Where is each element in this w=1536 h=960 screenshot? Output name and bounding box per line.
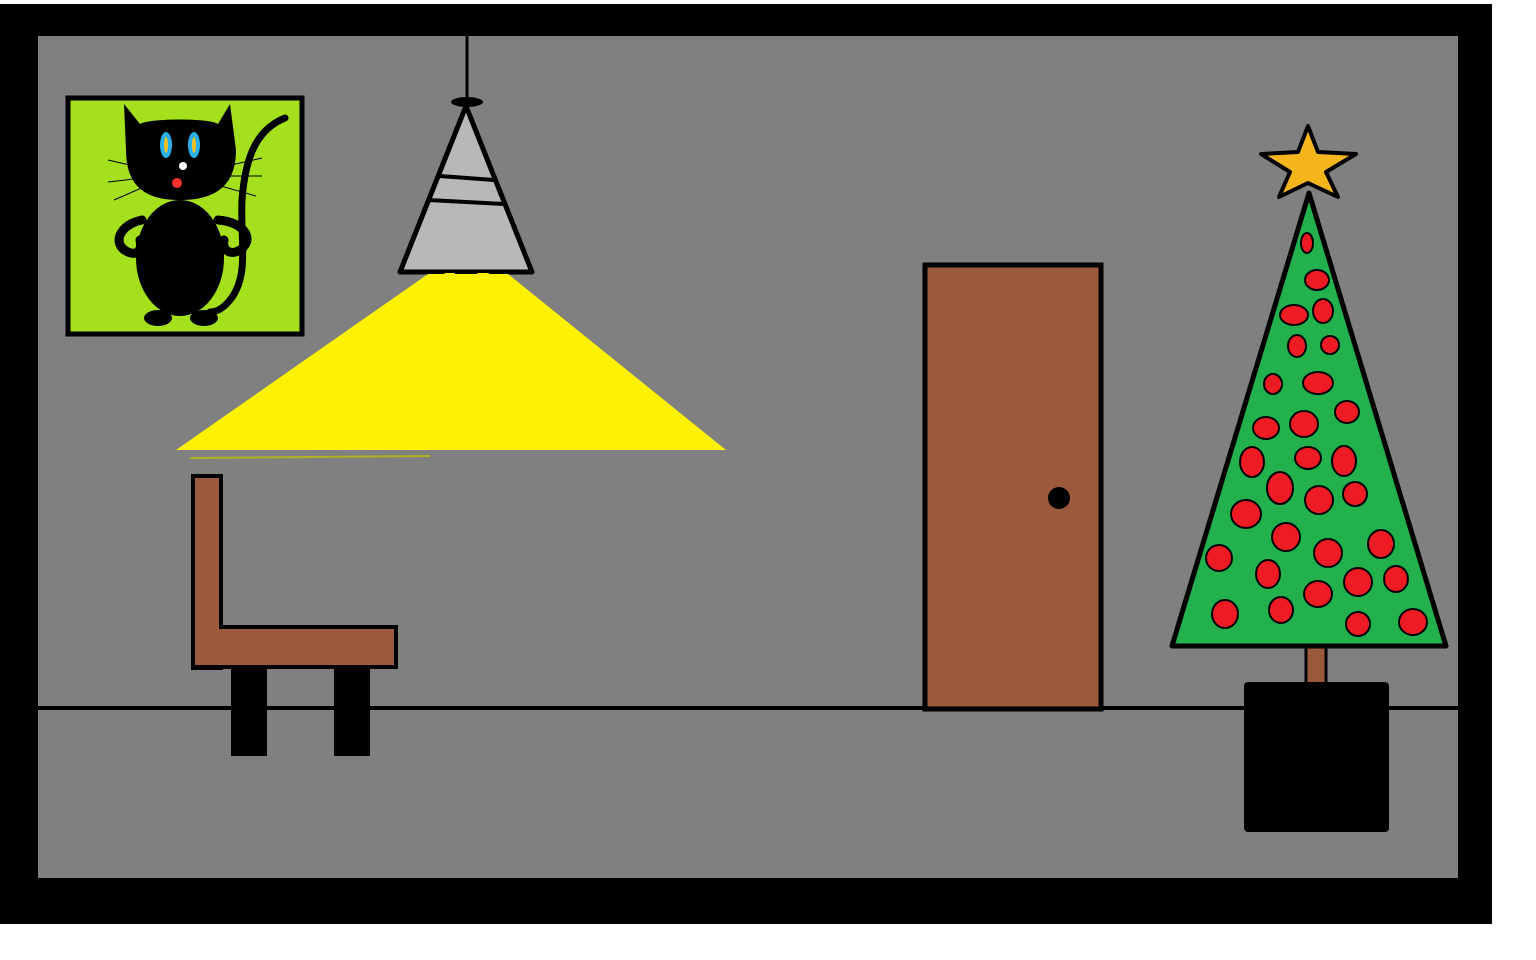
cat-left-arm [114, 215, 147, 258]
tree-ornament [1263, 373, 1283, 395]
tree-ornament [1312, 298, 1334, 324]
cat-whiskers [107, 157, 263, 201]
cat-right-arm [213, 215, 252, 257]
tree-ornament [1304, 269, 1330, 291]
tree-ornament [1230, 499, 1262, 529]
chair-left-leg [231, 668, 267, 756]
lamp-cap [451, 97, 483, 107]
christmas-tree [1169, 124, 1449, 832]
star-icon [1259, 124, 1358, 199]
tree-ornament [1342, 481, 1368, 507]
chair-seat [191, 625, 398, 669]
tree-ornaments [1205, 232, 1428, 637]
tree-pot [1244, 682, 1389, 832]
tree-ornament [1279, 304, 1309, 326]
tree-ornament [1271, 522, 1301, 552]
light-beam [176, 274, 726, 450]
tree-ornament [1287, 334, 1307, 358]
tree-ornament [1205, 544, 1233, 572]
lamp-shade-band-1 [439, 174, 495, 182]
tree-ornament [1252, 416, 1280, 440]
cat-nose [179, 162, 187, 170]
floor [38, 710, 1458, 878]
door-knob [1048, 487, 1070, 509]
cat-left-pupil [164, 137, 168, 153]
tree-ornament [1331, 445, 1357, 477]
tree-ornament [1367, 529, 1395, 559]
tree-ornament [1239, 446, 1265, 478]
tree-ornament [1313, 538, 1343, 568]
lamp-shade [397, 103, 535, 275]
tree-ornament [1320, 335, 1340, 355]
cat-body [136, 200, 224, 316]
chair-right-leg [334, 668, 370, 756]
cat-right-pupil [192, 137, 196, 153]
tree-ornament [1398, 608, 1428, 636]
cat-mouth [172, 178, 182, 188]
door [922, 262, 1104, 712]
tree-ornament [1334, 400, 1360, 424]
tree-ornament [1211, 599, 1239, 629]
tree-ornament [1289, 410, 1319, 438]
chair [191, 474, 398, 756]
tree-ornament [1383, 565, 1409, 593]
pendant-lamp [397, 36, 535, 296]
tree-ornament [1268, 596, 1294, 624]
tree-ornament [1266, 471, 1294, 505]
light-beam-shadow [189, 455, 431, 459]
cat-left-foot [144, 310, 172, 326]
tree-ornament [1255, 559, 1281, 589]
tree-ornament [1300, 232, 1314, 254]
tree-ornament [1345, 611, 1371, 637]
tree-ornament [1304, 485, 1334, 515]
tree-ornament [1303, 580, 1333, 608]
tree-ornament [1302, 371, 1334, 395]
cat-right-foot [190, 310, 218, 326]
lamp-shade-band-2 [427, 198, 505, 206]
framed-cat-picture [65, 95, 305, 337]
tree-ornament [1294, 446, 1322, 470]
tree-trunk [1304, 642, 1328, 686]
door-panel [922, 262, 1104, 712]
chair-seat-cover [195, 624, 219, 632]
tree-ornament [1343, 567, 1373, 597]
